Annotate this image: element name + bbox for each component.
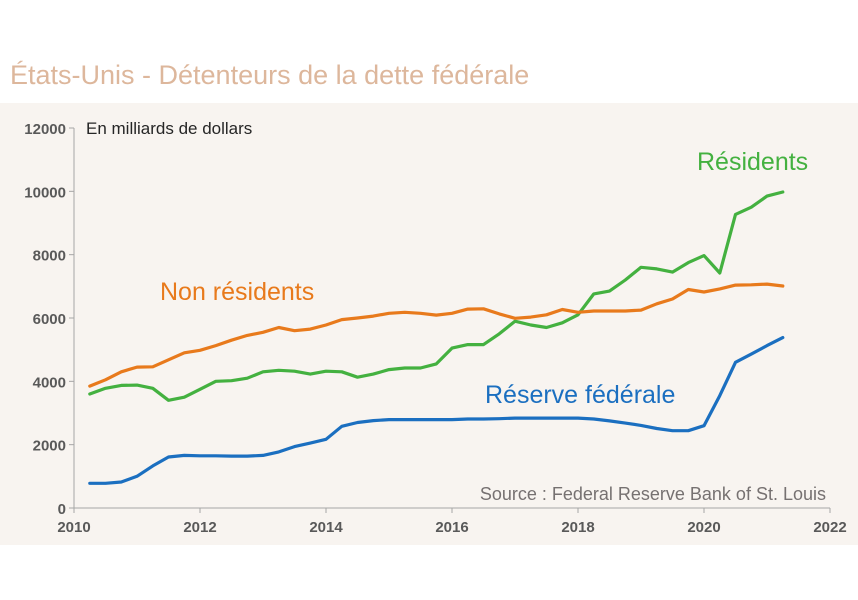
series-label-residents: Résidents <box>697 148 808 176</box>
axes <box>73 128 830 509</box>
y-tick-label: 8000 <box>33 248 66 265</box>
y-tick-label: 10000 <box>24 184 66 201</box>
y-tick-label: 0 <box>58 501 66 518</box>
chart-title: États-Unis - Détenteurs de la dette fédé… <box>10 60 530 90</box>
x-tick-label: 2016 <box>435 519 468 536</box>
x-tick-label: 2010 <box>57 519 90 536</box>
y-tick-label: 4000 <box>33 374 66 391</box>
series-lines <box>88 190 785 485</box>
series-line-2 <box>88 336 785 485</box>
y-unit-label: En milliards de dollars <box>86 119 252 138</box>
series-line-1 <box>88 282 785 388</box>
y-tick-label: 2000 <box>33 438 66 455</box>
y-tick-label: 6000 <box>33 311 66 328</box>
y-tick-label: 12000 <box>24 121 66 138</box>
series-label-non-residents: Non résidents <box>160 278 314 306</box>
ticks: 0 2000 4000 6000 8000 10000 12000 2010 2012 2014 2… <box>24 121 846 536</box>
series-line-0 <box>88 190 785 402</box>
x-tick-label: 2012 <box>183 519 216 536</box>
x-tick-label: 2020 <box>687 519 720 536</box>
x-tick-label: 2014 <box>309 519 343 536</box>
x-tick-label: 2018 <box>561 519 594 536</box>
source-note: Source : Federal Reserve Bank of St. Lou… <box>480 484 826 504</box>
series-label-federal-reserve: Réserve fédérale <box>485 381 675 409</box>
x-tick-label: 2022 <box>813 519 846 536</box>
